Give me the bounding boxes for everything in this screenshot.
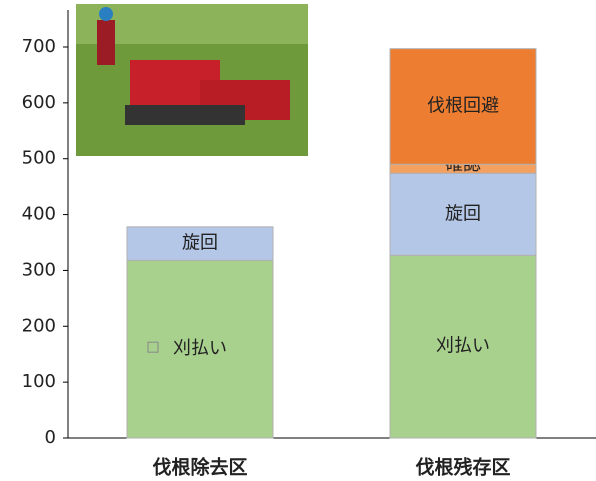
y-tick-label: 400 — [22, 204, 56, 225]
x-tick-label: 伐根残存区 — [415, 456, 510, 479]
y-tick-label: 700 — [22, 36, 56, 57]
segment-label: 伐根回避 — [427, 95, 499, 116]
y-tick-label: 100 — [22, 371, 56, 392]
label-marker — [147, 341, 159, 353]
bar-segment — [389, 172, 537, 256]
bar-segment — [389, 254, 537, 439]
x-tick-label: 伐根除去区 — [152, 456, 247, 479]
photo — [76, 4, 308, 156]
bar-segment — [126, 226, 274, 261]
y-tick-label: 500 — [22, 148, 56, 169]
segment-label: 旋回 — [182, 233, 218, 254]
y-tick-label: 200 — [22, 315, 56, 336]
y-tick-label: 300 — [22, 259, 56, 280]
segment-label: 刈払い — [436, 336, 490, 357]
bar-segment — [389, 48, 537, 165]
y-tick-label: 600 — [22, 92, 56, 113]
y-tick-label: 0 — [45, 427, 56, 448]
bar-segment — [126, 259, 274, 439]
segment-label: 刈払い — [173, 338, 227, 359]
segment-label: 旋回 — [445, 203, 481, 224]
